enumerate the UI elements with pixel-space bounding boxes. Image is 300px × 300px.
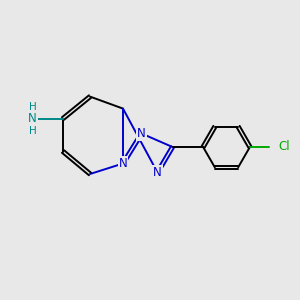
Text: N: N xyxy=(137,127,146,140)
Text: N: N xyxy=(118,157,127,170)
Text: N: N xyxy=(28,112,37,125)
Text: H: H xyxy=(28,101,36,112)
Text: N: N xyxy=(153,166,162,179)
Text: Cl: Cl xyxy=(278,140,290,154)
Text: H: H xyxy=(28,125,36,136)
